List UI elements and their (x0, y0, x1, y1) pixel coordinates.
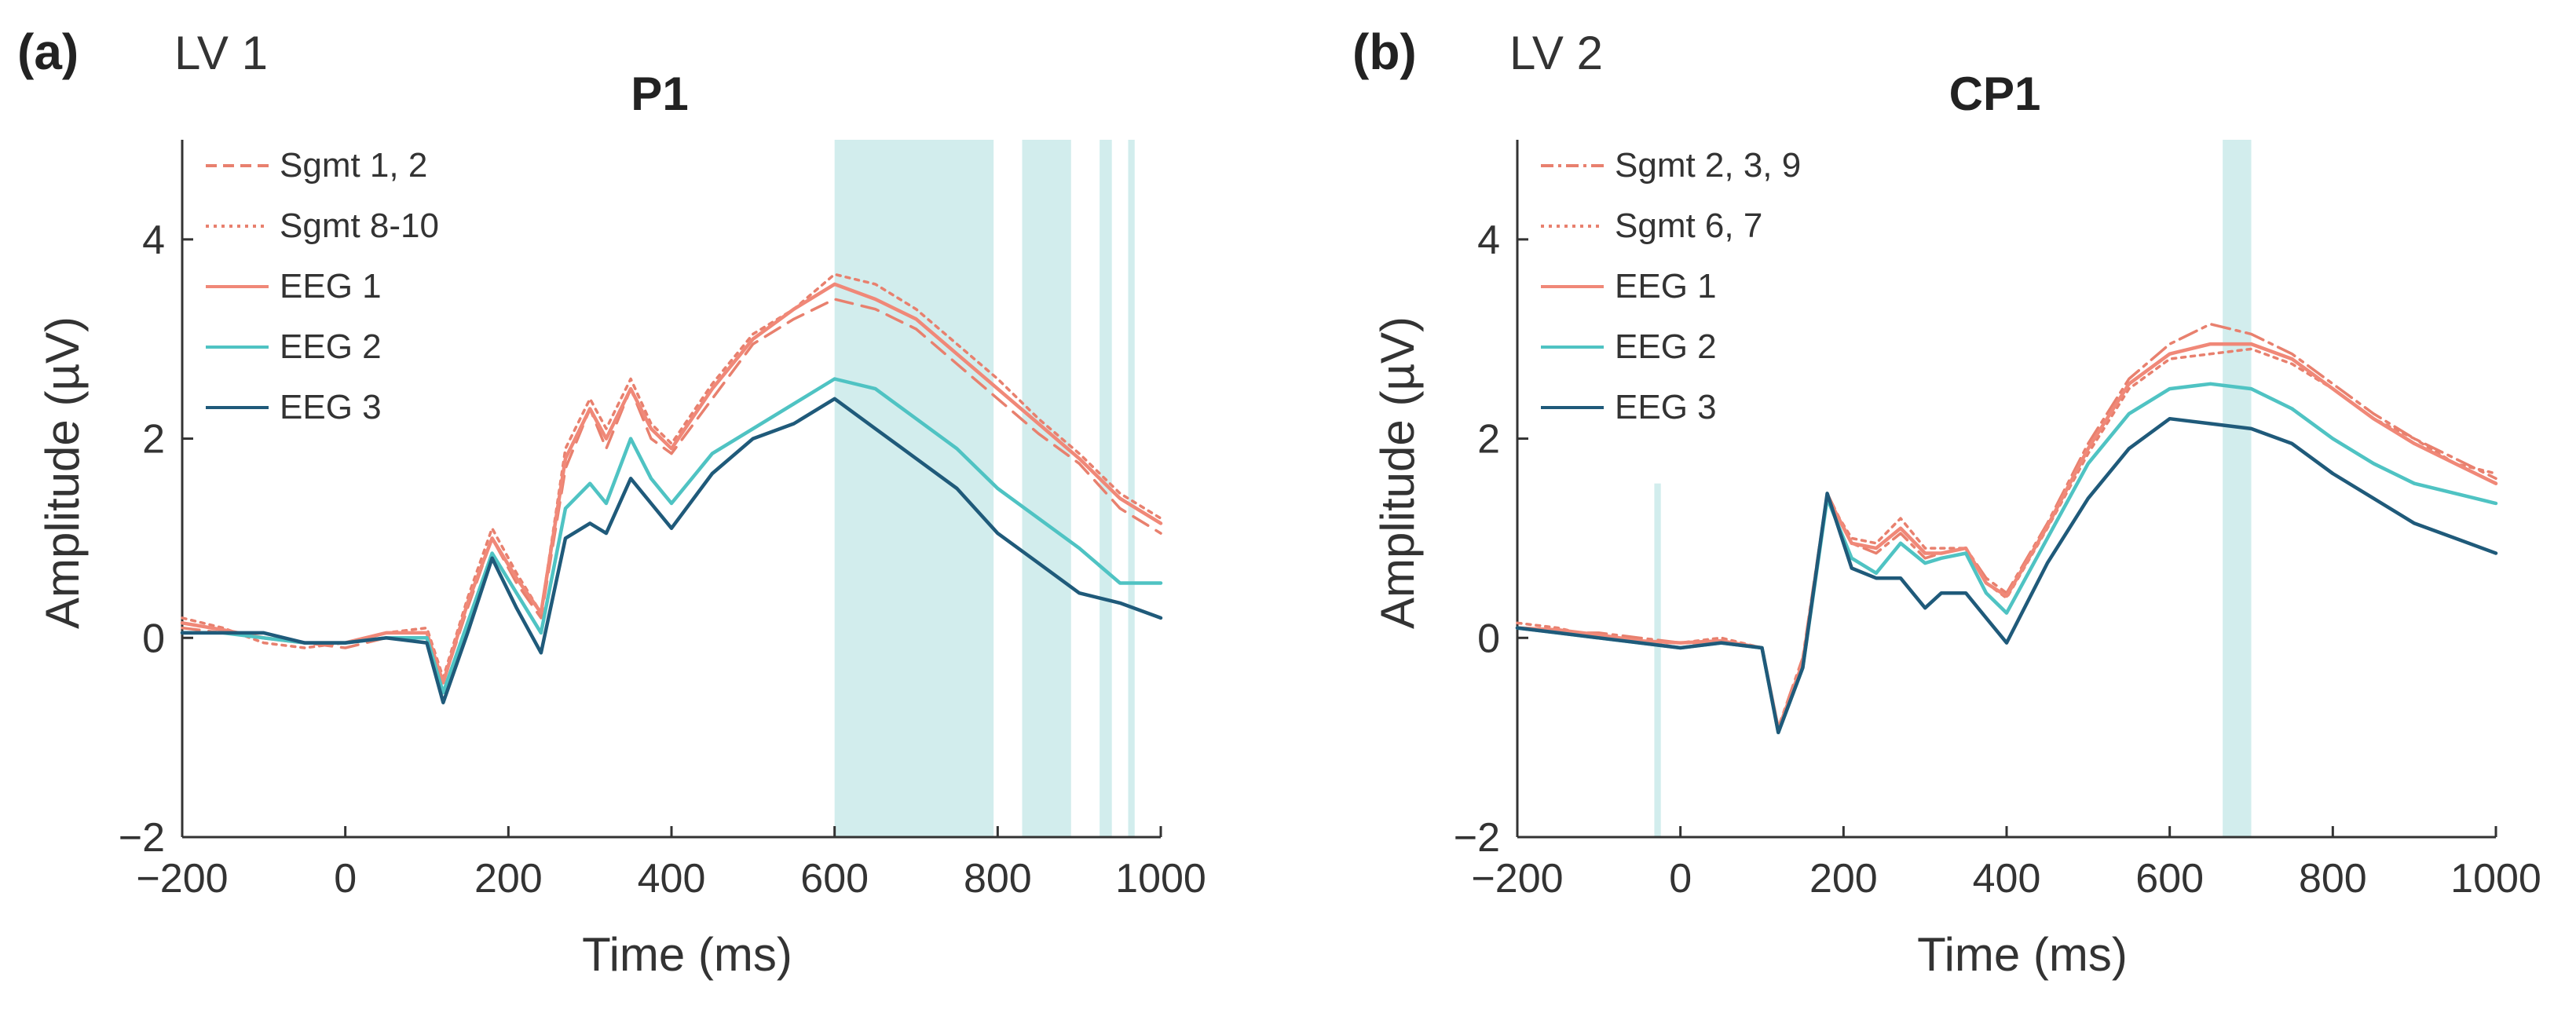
y-tick-label: −2 (119, 815, 165, 861)
y-tick-label: 2 (1477, 417, 1500, 463)
y-axis-label: Amplitude (µV) (36, 316, 89, 629)
legend-label: EEG 3 (1615, 388, 1717, 426)
lv-label: LV 1 (174, 27, 268, 79)
x-tick-label: 800 (964, 856, 1032, 901)
legend-label: EEG 1 (1615, 267, 1717, 305)
significance-band (1128, 140, 1135, 837)
chart-panel-a: −200 0 200 400 600 800 1000 −2 0 2 4 Time (ms) Ampli… (17, 24, 1206, 981)
panel-label: (a) (17, 24, 79, 80)
x-tick-label: −200 (1471, 856, 1563, 901)
chart-panel-b: −200 0 200 400 600 800 1000 −2 0 2 4 Time (ms) Ampli… (1352, 24, 2541, 981)
lv-label: LV 2 (1509, 27, 1603, 79)
x-tick-label: 200 (474, 856, 543, 901)
y-tick-label: −2 (1454, 815, 1500, 861)
series-line-eeg-1 (1515, 342, 2498, 732)
x-tick-label: 1000 (2450, 856, 2541, 901)
x-tick-label: 1000 (1115, 856, 1206, 901)
x-axis-label: Time (ms) (1917, 928, 2128, 981)
significance-band (834, 140, 994, 837)
legend-label: EEG 3 (280, 388, 382, 426)
x-tick-label: 600 (800, 856, 869, 901)
x-tick-label: 400 (638, 856, 706, 901)
legend-label: Sgmt 2, 3, 9 (1615, 146, 1801, 185)
x-tick-label: 0 (334, 856, 357, 901)
y-tick-label: 4 (142, 218, 165, 263)
significance-band (1654, 483, 1661, 837)
y-tick-label: 0 (142, 616, 165, 661)
y-axis-label: Amplitude (µV) (1371, 316, 1424, 629)
legend-label: Sgmt 8-10 (280, 207, 439, 245)
series-line-eeg-3 (180, 397, 1163, 704)
legend-label: EEG 2 (280, 327, 382, 366)
y-tick-label: 2 (142, 417, 165, 463)
x-tick-label: 600 (2135, 856, 2204, 901)
legend-label: EEG 2 (1615, 327, 1717, 366)
series-line-sgmt-6-7 (1516, 347, 2497, 734)
y-tick-label: 0 (1477, 616, 1500, 661)
significance-band (1100, 140, 1112, 837)
series-line-eeg-3 (1515, 416, 2498, 735)
x-tick-label: 400 (1973, 856, 2041, 901)
x-tick-label: 0 (1669, 856, 1692, 901)
series-line-eeg-1 (180, 282, 1163, 685)
x-tick-label: 200 (1809, 856, 1878, 901)
legend-label: Sgmt 6, 7 (1615, 207, 1762, 245)
panel-label: (b) (1352, 24, 1417, 80)
chart-title: P1 (631, 68, 688, 120)
series-line-eeg-2 (1515, 382, 2498, 735)
x-axis-label: Time (ms) (582, 928, 792, 981)
x-tick-label: 800 (2299, 856, 2367, 901)
x-tick-label: −200 (136, 856, 228, 901)
significance-band (2223, 140, 2252, 837)
chart-title: CP1 (1949, 68, 2041, 120)
y-tick-label: 4 (1477, 218, 1500, 263)
significance-band (1022, 140, 1071, 837)
series-line-sgmt-2-3-9 (1516, 322, 2497, 730)
legend-label: EEG 1 (280, 267, 382, 305)
legend-label: Sgmt 1, 2 (280, 146, 427, 185)
